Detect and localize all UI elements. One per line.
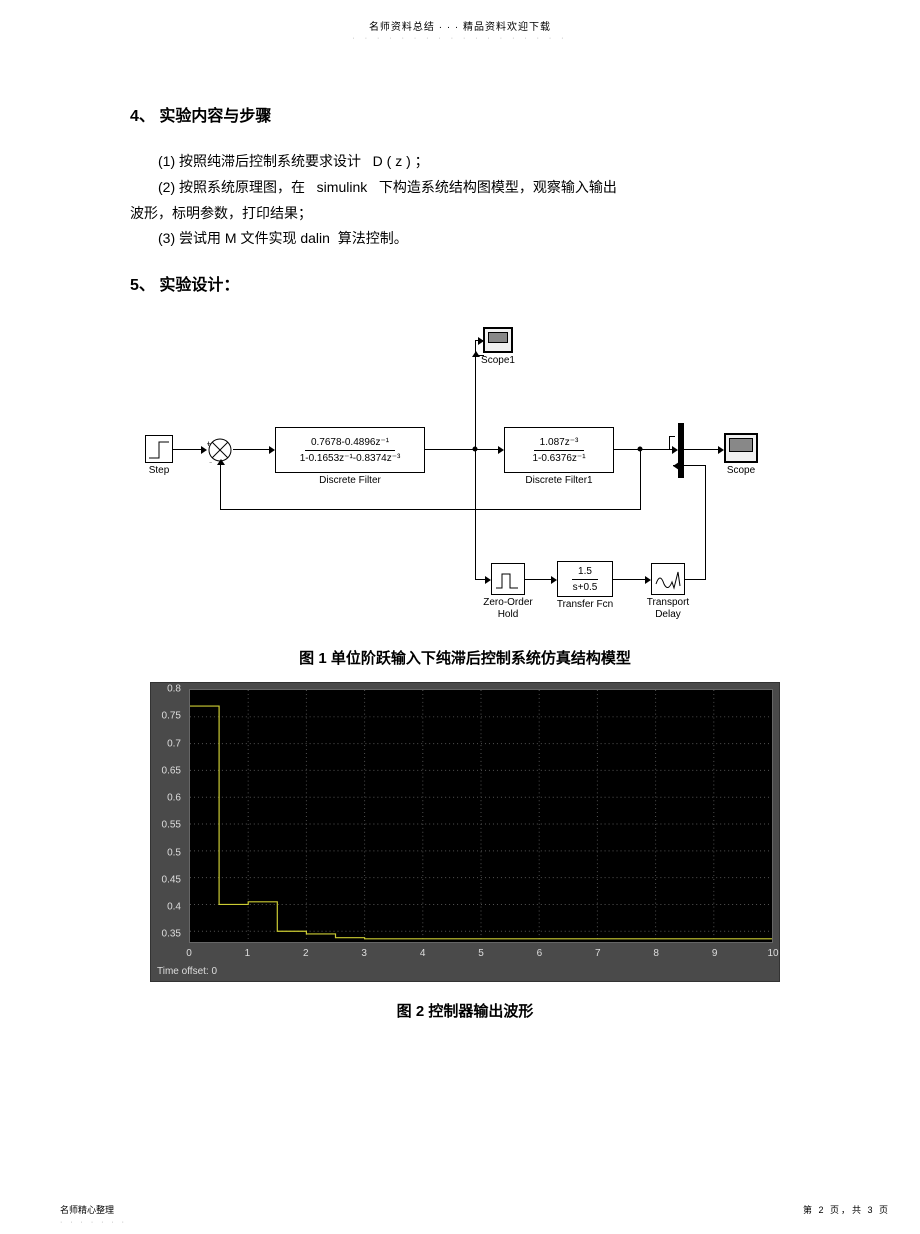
caption2: 图 2 控制器输出波形: [130, 1000, 800, 1021]
line-mux1-h: [669, 436, 675, 437]
section5-num: 5、: [130, 277, 155, 294]
line-mux-scope: [684, 449, 720, 450]
xtick: 2: [303, 948, 309, 959]
p3b: M 文件实现: [225, 230, 297, 246]
fb-v2: [220, 463, 221, 510]
filter1-block: 0.7678-0.4896z⁻¹ 1-0.1653z⁻¹-0.8374z⁻³: [275, 427, 425, 473]
arrow-scope1in: [478, 337, 484, 345]
xtick: 7: [595, 948, 601, 959]
zoh-label2: Hold: [475, 609, 541, 620]
xtick: 4: [420, 948, 426, 959]
footer-right: 第 2 页，共 3 页: [803, 1203, 890, 1216]
section5-title: 5、 实验设计：: [130, 271, 800, 295]
line-delay-v: [705, 465, 706, 580]
p2d: 波形，标明参数，打印结果；: [130, 202, 800, 226]
fb-v1: [640, 449, 641, 509]
section4-num: 4、: [130, 108, 155, 125]
ytick: 0.55: [151, 820, 181, 831]
arrow-fb: [217, 459, 225, 465]
line-branch-f2: [475, 449, 500, 450]
mux-block: [678, 423, 684, 478]
ytick: 0.7: [151, 738, 181, 749]
main-content: 4、 实验内容与步骤 (1) 按照纯滞后控制系统要求设计 D ( z ) ； (…: [0, 42, 920, 1021]
tf-block: 1.5 s+0.5: [557, 561, 613, 597]
line-branch-zoh-v: [475, 449, 476, 579]
tf-label: Transfer Fcn: [551, 599, 619, 610]
zoh-block: [491, 563, 525, 595]
svg-text:+: +: [207, 439, 211, 449]
xtick: 5: [478, 948, 484, 959]
p3: (3) 尝试用 M 文件实现 dalin 算法控制。: [130, 227, 800, 251]
fb-h: [220, 509, 641, 510]
line-mux1-v: [669, 436, 670, 450]
time-offset: Time offset: 0: [157, 966, 217, 977]
filter2-block: 1.087z⁻³ 1-0.6376z⁻¹: [504, 427, 614, 473]
section5-text: 实验设计：: [159, 277, 239, 294]
scope1-block: [483, 327, 513, 353]
tf-den: s+0.5: [567, 580, 604, 593]
filter2-num: 1.087z⁻³: [534, 437, 585, 451]
p2c: 下构造系统结构图模型，观察输入输出: [379, 179, 617, 195]
p2b: simulink: [317, 179, 368, 195]
xtick: 6: [537, 948, 543, 959]
ytick: 0.35: [151, 929, 181, 940]
filter2-den: 1-0.6376z⁻¹: [526, 451, 591, 464]
ytick: 0.45: [151, 874, 181, 885]
p3c: dalin: [300, 230, 330, 246]
p1a: (1) 按照纯滞后控制系统要求设计: [158, 153, 361, 169]
delay-label1: Transport: [641, 597, 695, 608]
footer-left: 名师精心整理: [60, 1203, 114, 1216]
filter1-num: 0.7678-0.4896z⁻¹: [305, 437, 395, 451]
arrow-mux2: [673, 462, 679, 470]
delay-label2: Delay: [641, 609, 695, 620]
line-zoh-tf: [525, 579, 553, 580]
filter1-den: 1-0.1653z⁻¹-0.8374z⁻³: [294, 451, 407, 464]
plot-area: [189, 689, 773, 943]
header-top: 名师资料总结 · · · 精品资料欢迎下载: [0, 0, 920, 33]
header-dots: · · · · · · · · · · · · · · · · · ·: [0, 35, 920, 42]
line-tf-delay: [613, 579, 647, 580]
ytick: 0.6: [151, 793, 181, 804]
xtick: 9: [712, 948, 718, 959]
line-f1-branch: [425, 449, 475, 450]
ytick: 0.8: [151, 684, 181, 695]
caption1: 图 1 单位阶跃输入下纯滞后控制系统仿真结构模型: [130, 647, 800, 668]
line-scope1-v: [475, 340, 476, 356]
section4-text: 实验内容与步骤: [159, 108, 271, 125]
xtick: 0: [186, 948, 192, 959]
line-step-sum: [173, 449, 203, 450]
filter1-label: Discrete Filter: [275, 475, 425, 486]
xtick: 10: [767, 948, 778, 959]
zoh-label1: Zero-Order: [475, 597, 541, 608]
scope-chart: 0.8 0.75 0.7 0.65 0.6 0.55 0.5 0.45 0.4 0.35 0 1 2 3…: [150, 682, 780, 982]
delay-block: [651, 563, 685, 595]
xtick: 1: [245, 948, 251, 959]
scope-label: Scope: [721, 465, 761, 476]
filter2-label: Discrete Filter1: [504, 475, 614, 486]
xtick: 3: [361, 948, 367, 959]
ytick: 0.4: [151, 902, 181, 913]
p2: (2) 按照系统原理图，在 simulink 下构造系统结构图模型，观察输入输出: [130, 176, 800, 200]
section4-title: 4、 实验内容与步骤: [130, 102, 800, 126]
line-branch-scope1: [475, 355, 476, 450]
footer-left-sub: · · · · · · ·: [60, 1219, 127, 1226]
p1: (1) 按照纯滞后控制系统要求设计 D ( z ) ；: [130, 150, 800, 174]
p3a: (3) 尝试用: [158, 230, 221, 246]
scope1-label: Scope1: [477, 355, 519, 366]
p2a: (2) 按照系统原理图，在: [158, 179, 305, 195]
step-block: [145, 435, 173, 463]
scope-block: [724, 433, 758, 463]
ytick: 0.75: [151, 711, 181, 722]
simulink-diagram: Step + - 0.7678-0.4896z⁻¹ 1-0.1653z⁻¹-0.…: [145, 325, 785, 635]
step-label: Step: [143, 465, 175, 476]
xtick: 8: [653, 948, 659, 959]
line-sum-f1: [233, 449, 271, 450]
p1b: D ( z ) ；: [373, 153, 429, 169]
ytick: 0.65: [151, 765, 181, 776]
svg-text:-: -: [209, 458, 212, 463]
line-delay-h: [685, 579, 705, 580]
p3d: 算法控制。: [338, 230, 408, 246]
tf-num: 1.5: [572, 566, 598, 580]
ytick: 0.5: [151, 847, 181, 858]
